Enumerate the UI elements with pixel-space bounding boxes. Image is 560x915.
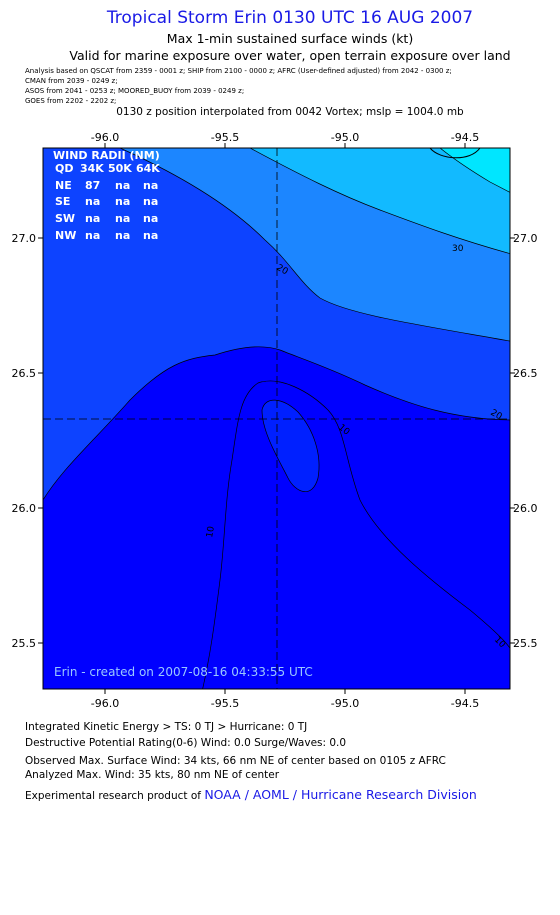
analyzed-max-wind: Analyzed Max. Wind: 35 kts, 80 nm NE of … (25, 769, 280, 781)
storm-center-core (261, 399, 320, 492)
corner-contour (429, 148, 481, 159)
observed-max-wind: Observed Max. Surface Wind: 34 kts, 66 n… (25, 755, 446, 767)
x-tick-top-1: -96.0 (91, 131, 119, 144)
wind-radii-se-label: SE (55, 195, 70, 208)
analysis-line-2: CMAN from 2039 - 0249 z; (25, 77, 118, 85)
x-tick-top-2: -95.5 (211, 131, 239, 144)
product-credit: Experimental research product of NOAA / … (25, 787, 477, 802)
y-tick-right-4: 25.5 (513, 637, 538, 650)
noaa-link[interactable]: NOAA / AOML / Hurricane Research Divisio… (204, 787, 477, 802)
dpr-line: Destructive Potential Rating(0-6) Wind: … (25, 737, 347, 749)
wind-radii-ne-34k: 87 (85, 179, 100, 192)
wind-radii-sw-label: SW (55, 212, 75, 225)
analysis-line-4: GOES from 2202 - 2202 z; (25, 97, 117, 105)
y-tick-right-3: 26.0 (513, 502, 538, 515)
page-title: Tropical Storm Erin 0130 UTC 16 AUG 2007 (106, 8, 474, 28)
wind-radii-nw-64k: na (143, 229, 158, 242)
wind-radii-head-50k: 50K (108, 162, 132, 175)
analysis-line-3: ASOS from 2041 - 0253 z; MOORED_BUOY fro… (25, 87, 245, 95)
product-credit-prefix: Experimental research product of (25, 790, 205, 802)
x-tick-bottom-1: -96.0 (91, 697, 119, 710)
y-tick-left-1: 27.0 (12, 232, 37, 245)
x-tick-bottom-3: -95.0 (331, 697, 359, 710)
wind-radii-nw-50k: na (115, 229, 130, 242)
subtitle-wind-type: Max 1-min sustained surface winds (kt) (166, 31, 414, 46)
wind-radii-ne-64k: na (143, 179, 158, 192)
analysis-line-1: Analysis based on QSCAT from 2359 - 0001… (25, 67, 452, 75)
subtitle-exposure: Valid for marine exposure over water, op… (69, 48, 511, 63)
y-tick-right-2: 26.5 (513, 367, 538, 380)
ike-line: Integrated Kinetic Energy > TS: 0 TJ > H… (25, 721, 308, 733)
wind-radii-head-qd: QD (55, 162, 73, 175)
wind-radii-ne-50k: na (115, 179, 130, 192)
wind-radii-se-34k: na (85, 195, 100, 208)
y-tick-right-1: 27.0 (513, 232, 538, 245)
wind-radii-ne-label: NE (55, 179, 72, 192)
contour-label-30: 30 (452, 244, 464, 254)
wind-contour-fill (43, 148, 510, 689)
x-tick-top-3: -95.0 (331, 131, 359, 144)
wind-radii-sw-34k: na (85, 212, 100, 225)
contour-label-10-left: 10 (205, 525, 217, 538)
y-tick-left-2: 26.5 (12, 367, 37, 380)
plot-frame (42, 147, 511, 690)
wind-radii-nw-34k: na (85, 229, 100, 242)
created-timestamp: Erin - created on 2007-08-16 04:33:55 UT… (54, 665, 313, 679)
wind-radii-se-50k: na (115, 195, 130, 208)
x-tick-bottom-4: -94.5 (451, 697, 479, 710)
wind-radii-title: WIND RADII (NM) (53, 149, 160, 162)
wind-radii-se-64k: na (143, 195, 158, 208)
wind-radii-sw-64k: na (143, 212, 158, 225)
x-tick-bottom-2: -95.5 (211, 697, 239, 710)
wind-radii-head-34k: 34K (80, 162, 104, 175)
x-tick-top-4: -94.5 (451, 131, 479, 144)
center-position-note: 0130 z position interpolated from 0042 V… (116, 106, 464, 118)
wind-field-map: 30 20 20 10 10 10 WIND RADII (NM) QD 34K… (12, 131, 538, 710)
wind-radii-sw-50k: na (115, 212, 130, 225)
wind-radii-nw-label: NW (55, 229, 76, 242)
y-tick-left-3: 26.0 (12, 502, 37, 515)
wind-radii-head-64k: 64K (136, 162, 160, 175)
wind-radii-table: WIND RADII (NM) QD 34K 50K 64K NE 87 na … (53, 149, 160, 242)
y-tick-left-4: 25.5 (12, 637, 37, 650)
